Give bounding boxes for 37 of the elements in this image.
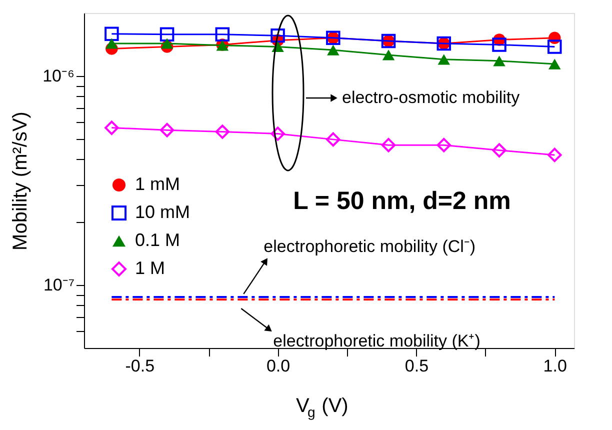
- point: [547, 40, 562, 54]
- point: [326, 132, 340, 147]
- point: [381, 138, 396, 152]
- point: [270, 28, 285, 43]
- x-tick-label: 0.5: [404, 356, 429, 376]
- point: [215, 27, 230, 42]
- point: [215, 124, 230, 139]
- point: [270, 126, 285, 141]
- legend-label: 0.1 M: [135, 230, 180, 250]
- legend-label: 1 M: [135, 258, 166, 278]
- point: [438, 54, 450, 65]
- point: [436, 138, 452, 152]
- annotation: L = 50 nm, d=2 nm: [293, 187, 511, 215]
- x-tick-label: 1.0: [543, 356, 567, 376]
- point: [547, 148, 562, 162]
- annotation: electro-osmotic mobility: [342, 88, 520, 107]
- y-axis-title: Mobility (m²/sV): [10, 112, 32, 250]
- y-tick-label: 10⁻⁶: [42, 66, 74, 86]
- point: [327, 44, 340, 56]
- point: [548, 58, 561, 70]
- point: [493, 56, 506, 66]
- annotation: electrophoretic mobility (Cl⁻): [264, 236, 476, 256]
- point: [160, 38, 174, 49]
- x-tick-label: 0.0: [266, 356, 290, 376]
- x-tick-label: -0.5: [125, 356, 155, 376]
- point: [160, 122, 174, 138]
- point: [104, 26, 119, 41]
- point: [160, 27, 174, 42]
- annotation: electrophoretic mobility (K⁺): [273, 331, 480, 350]
- point: [106, 38, 118, 49]
- point: [382, 50, 395, 60]
- y-tick-label: 10⁻⁷: [43, 276, 74, 295]
- legend-label: 1 mM: [135, 174, 180, 194]
- point: [492, 38, 506, 52]
- point: [104, 120, 119, 135]
- point: [492, 143, 506, 158]
- legend-label: 10 mM: [135, 202, 190, 222]
